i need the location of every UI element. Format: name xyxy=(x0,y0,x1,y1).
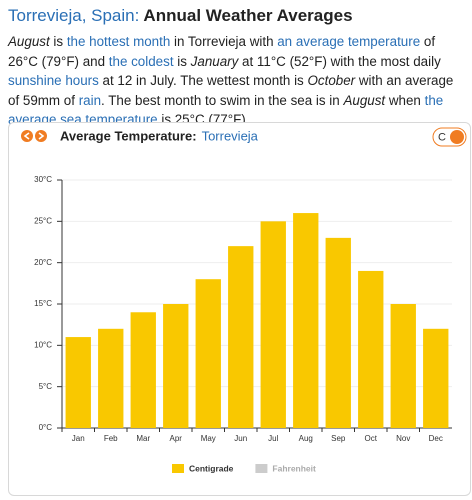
toggle-knob xyxy=(450,130,464,144)
paragraph-segment[interactable]: the coldest xyxy=(108,53,174,69)
x-tick-label: Aug xyxy=(299,434,313,443)
x-tick-label: Dec xyxy=(429,434,443,443)
y-tick-label: 25°C xyxy=(34,216,52,225)
paragraph-segment: at 11°C (52°F) with the most daily xyxy=(238,53,441,69)
paragraph-segment: is xyxy=(173,53,191,69)
x-tick-label: Jun xyxy=(234,434,247,443)
y-tick-label: 10°C xyxy=(34,340,52,349)
paragraph-segment: when xyxy=(385,92,425,108)
header-icons xyxy=(21,130,47,142)
x-tick-label: Sep xyxy=(331,434,346,443)
paragraph-segment: is xyxy=(49,34,67,49)
x-tick-label: Jul xyxy=(268,434,278,443)
x-tick-label: Mar xyxy=(136,434,150,443)
bar xyxy=(130,312,156,428)
page-title: Torrevieja, Spain: Annual Weather Averag… xyxy=(8,6,353,26)
chart-title: Average Temperature: xyxy=(60,128,197,143)
bar xyxy=(390,304,416,428)
bar xyxy=(325,237,351,428)
paragraph-segment: in Torrevieja with xyxy=(170,34,278,49)
bar xyxy=(65,337,91,428)
paragraph-segment[interactable]: sunshine hours xyxy=(8,73,99,89)
y-tick-label: 0°C xyxy=(39,423,53,432)
y-tick-label: 5°C xyxy=(39,382,53,391)
legend-label[interactable]: Fahrenheit xyxy=(272,463,316,473)
x-tick-label: Feb xyxy=(104,434,118,443)
x-tick-label: Apr xyxy=(170,434,183,443)
icon-prev[interactable] xyxy=(21,130,33,142)
paragraph-segment: August xyxy=(8,34,50,49)
bar xyxy=(423,328,449,428)
legend-swatch xyxy=(255,464,268,473)
x-tick-label: Nov xyxy=(396,434,410,443)
y-tick-label: 30°C xyxy=(34,175,52,184)
unit-toggle-label: C xyxy=(438,131,446,143)
paragraph-segment[interactable]: rain xyxy=(78,92,102,108)
paragraph-segment: with an average of 59mm of xyxy=(8,73,454,108)
title-segment[interactable]: Torrevieja, Spain: xyxy=(8,6,140,25)
bar xyxy=(293,213,319,428)
x-tick-label: Oct xyxy=(365,434,378,443)
legend-swatch xyxy=(172,464,184,473)
bar xyxy=(195,279,221,428)
chart-subtitle: Torrevieja xyxy=(202,128,259,143)
bar xyxy=(358,270,384,428)
paragraph-segment[interactable]: the hottest month xyxy=(66,34,171,49)
summary-paragraph: August is the hottest month in Torreviej… xyxy=(8,32,466,130)
y-tick-label: 15°C xyxy=(34,299,52,308)
bar xyxy=(163,304,189,428)
bar xyxy=(260,221,286,428)
paragraph-segment: October xyxy=(307,73,356,89)
paragraph-segment: January xyxy=(190,53,239,69)
paragraph-segment: of 26°C (79°F) and xyxy=(8,34,436,69)
paragraph-segment: August xyxy=(343,92,386,108)
bar xyxy=(98,328,124,428)
icon-arrow xyxy=(38,132,45,140)
title-segment: Annual Weather Averages xyxy=(139,6,353,25)
paragraph-segment: at 12 in July. The wettest month is xyxy=(98,73,308,89)
icon-arrow xyxy=(23,132,30,140)
x-tick-label: Jan xyxy=(72,434,85,443)
paragraph-segment: . The best month to swim in the sea is i… xyxy=(101,92,344,108)
icon-next[interactable] xyxy=(35,130,47,142)
x-tick-label: May xyxy=(201,434,216,443)
legend-label[interactable]: Centigrade xyxy=(189,463,234,473)
bar xyxy=(228,246,254,428)
paragraph-segment[interactable]: an average temperature xyxy=(277,34,421,49)
y-tick-label: 20°C xyxy=(34,258,52,267)
